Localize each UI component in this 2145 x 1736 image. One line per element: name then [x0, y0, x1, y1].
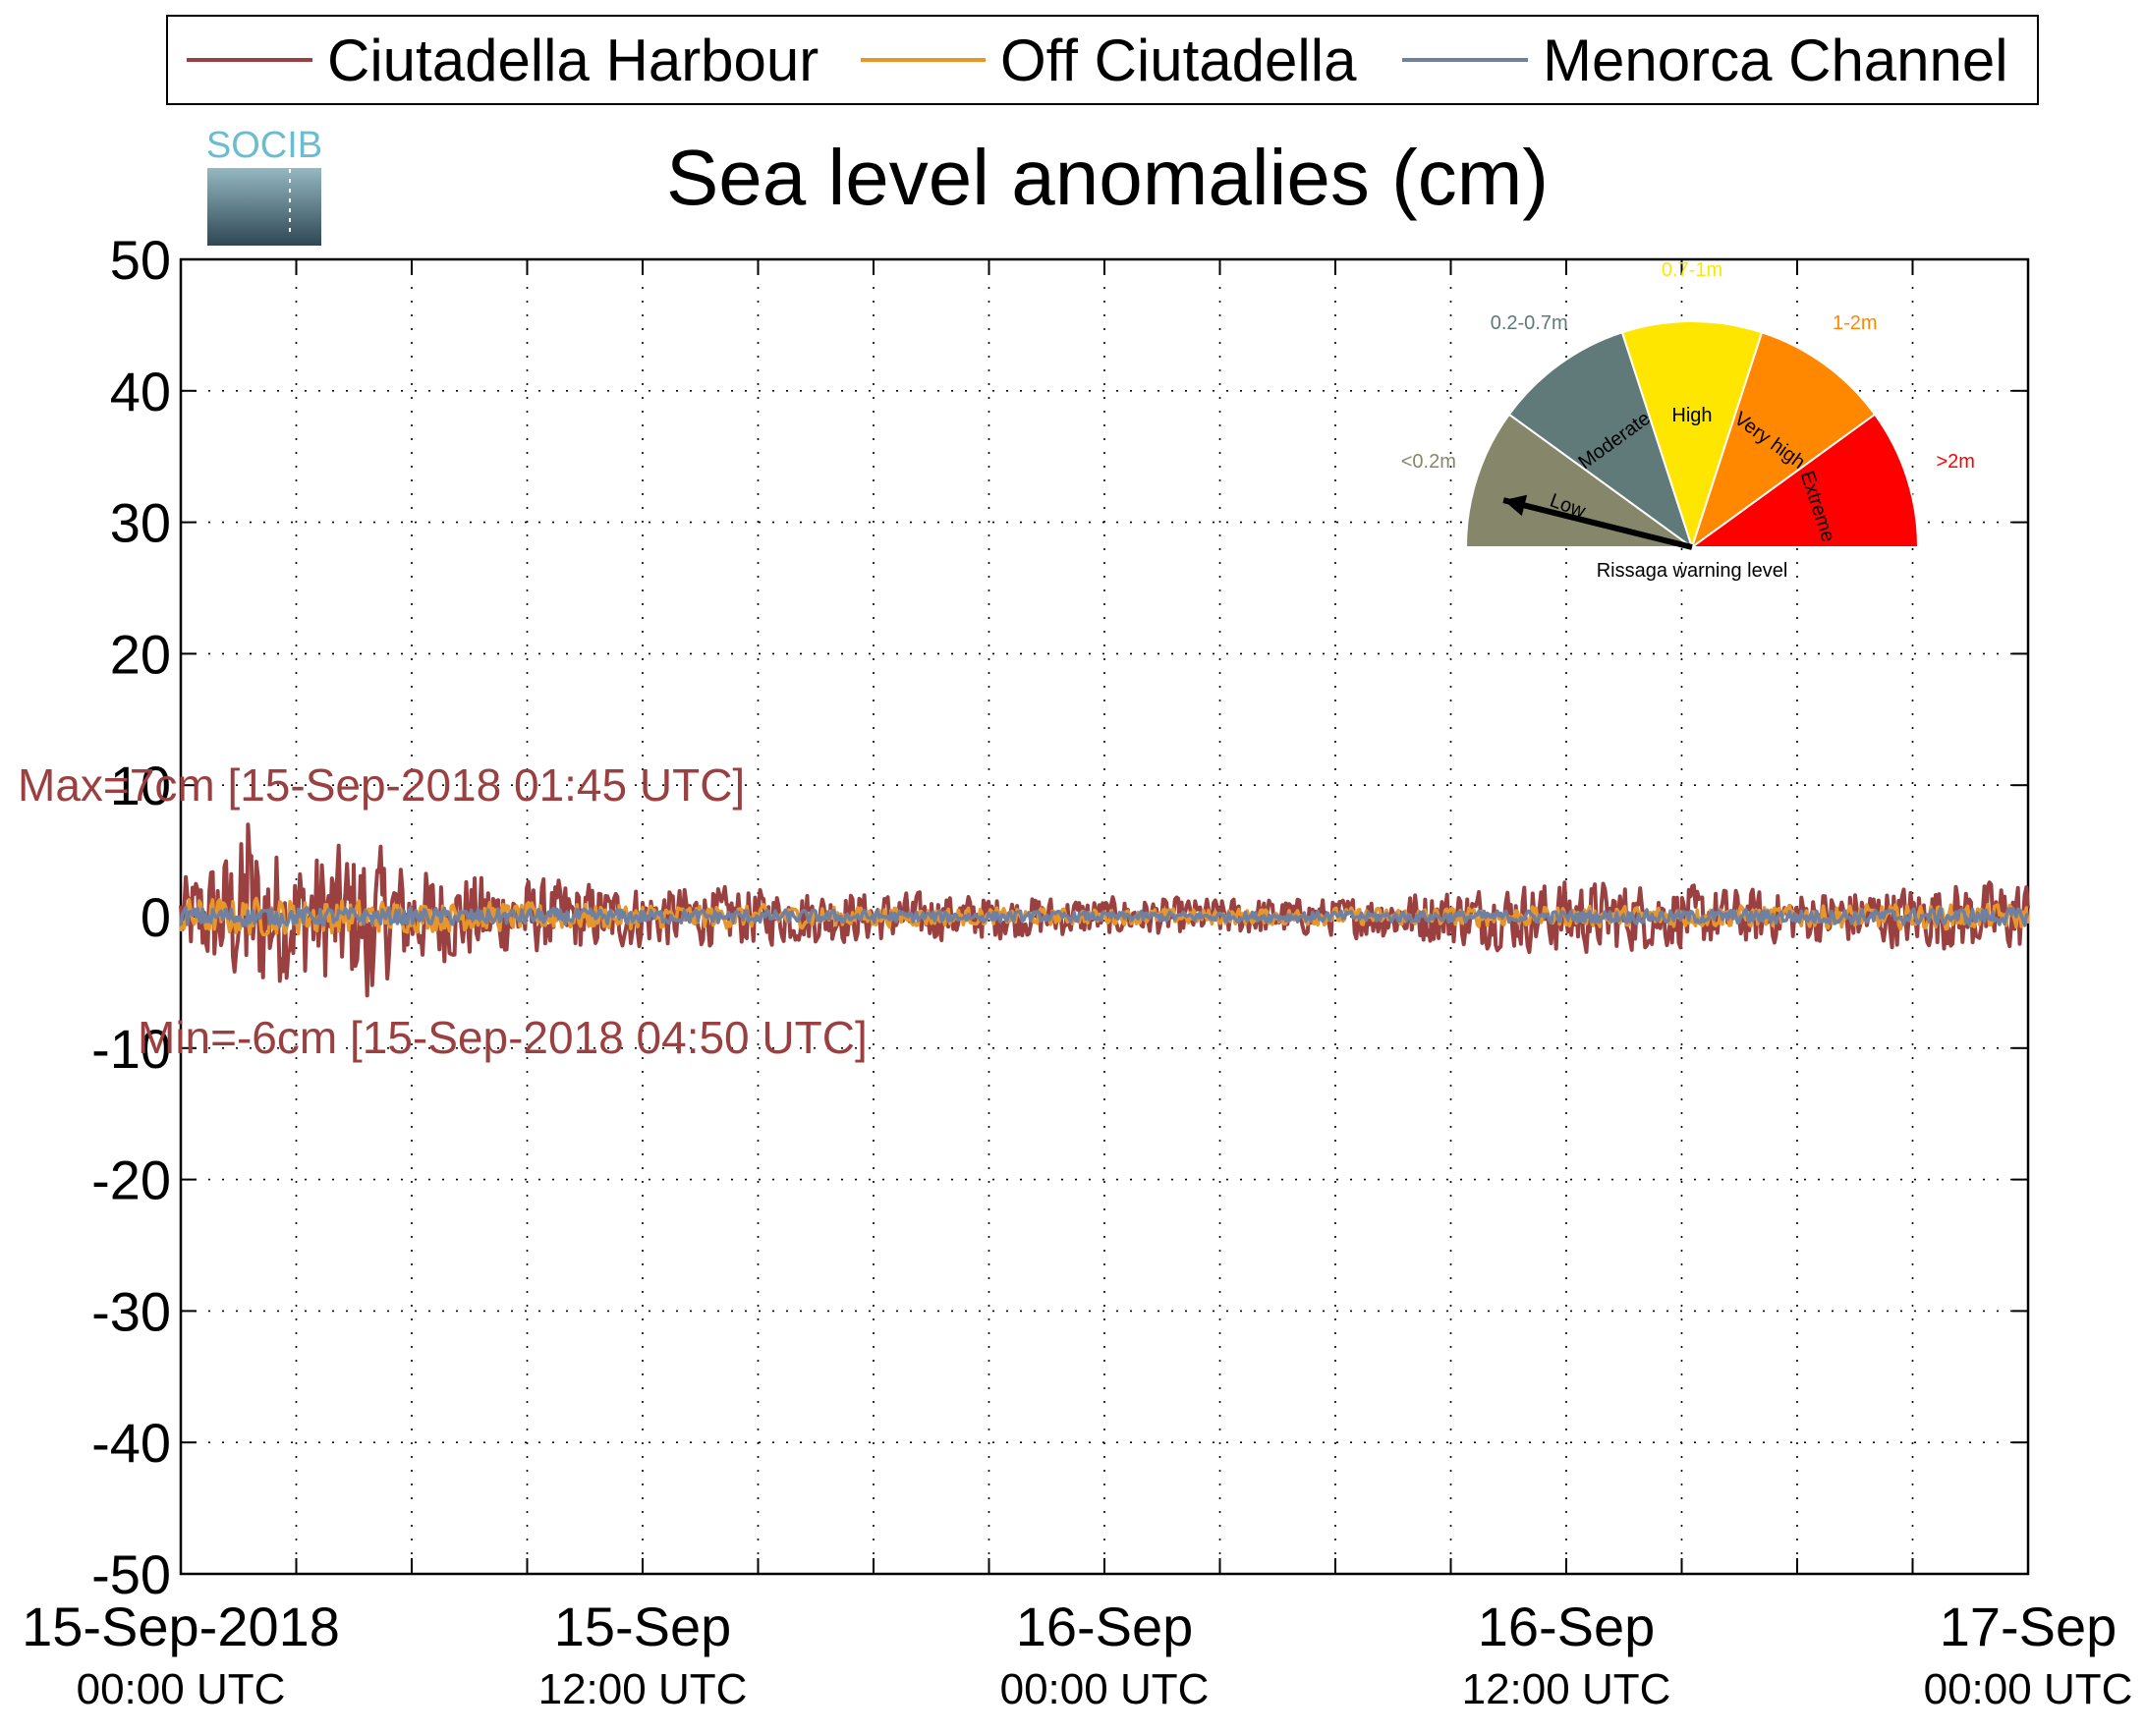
- gauge-sector-moderate: [1507, 331, 1694, 550]
- x-tick-label-time: 12:00 UTC: [1462, 1665, 1671, 1713]
- gauge-range-label: 0.7-1m: [1662, 259, 1722, 281]
- legend-label-menorca-channel: Menorca Channel: [1543, 28, 2008, 93]
- y-tick-label: 50: [110, 229, 171, 291]
- series-lines: [179, 822, 2030, 998]
- gauge-range-label: <0.2m: [1401, 451, 1456, 473]
- y-axis-tick-labels: -50 -40 -30 -20 -10 0 10 20 30 40 50: [91, 229, 171, 1605]
- y-tick-label: 40: [110, 361, 171, 422]
- gauge-range-label: 0.2-0.7m: [1491, 312, 1568, 334]
- x-tick-label-time: 00:00 UTC: [77, 1665, 286, 1713]
- gauge-pointer: [1502, 497, 1693, 550]
- x-tick-label-date: 16-Sep: [1016, 1596, 1194, 1657]
- gauge-sector-extreme: [1688, 413, 1920, 548]
- x-axis-tick-labels: 15-Sep-2018 00:00 UTC 15-Sep 12:00 UTC 16-Se…: [22, 1596, 2132, 1713]
- gauge-range-label: 1-2m: [1833, 312, 1878, 334]
- legend-label-ciutadella-harbour: Ciutadella Harbour: [327, 28, 818, 93]
- gauge-sector-high: [1620, 320, 1764, 551]
- y-tick-label: -50: [91, 1543, 171, 1605]
- socib-logo-text: SOCIB: [206, 125, 322, 166]
- legend-box: [166, 15, 2039, 105]
- x-tick-label-date: 15-Sep-2018: [22, 1596, 340, 1657]
- y-tick-label: -40: [91, 1412, 171, 1474]
- x-tick-label-date: 16-Sep: [1478, 1596, 1656, 1657]
- gauge-caption: Rissaga warning level: [1597, 560, 1788, 582]
- y-tick-label: -10: [91, 1018, 171, 1080]
- y-tick-label: 20: [110, 623, 171, 685]
- gauge-level-label: High: [1671, 405, 1712, 426]
- legend: Ciutadella Harbour Off Ciutadella Menorc…: [166, 15, 2039, 105]
- x-tick-label-time: 00:00 UTC: [1000, 1665, 1210, 1713]
- x-tick-label-time: 00:00 UTC: [1924, 1665, 2133, 1713]
- gauge-sector-very-high: [1690, 331, 1877, 550]
- x-tick-label-date: 17-Sep: [1940, 1596, 2117, 1657]
- y-tick-label: 30: [110, 492, 171, 554]
- min-annotation: Min=-6cm [15-Sep-2018 04:50 UTC]: [138, 1012, 868, 1063]
- y-tick-label: 10: [110, 755, 171, 816]
- max-annotation: Max=7cm [15-Sep-2018 01:45 UTC]: [18, 759, 745, 811]
- gauge-pointer-head: [1503, 494, 1528, 517]
- x-tick-label-time: 12:00 UTC: [538, 1665, 748, 1713]
- series-line-menorca-channel: [179, 905, 2030, 928]
- legend-label-off-ciutadella: Off Ciutadella: [1000, 28, 1357, 93]
- y-tick-label: -30: [91, 1280, 171, 1342]
- gauge-sector-low: [1464, 413, 1696, 548]
- gauge-range-label: >2m: [1936, 451, 1974, 473]
- axis-ticks: [181, 259, 2028, 1574]
- x-tick-label-date: 15-Sep: [554, 1596, 732, 1657]
- y-tick-label: -20: [91, 1149, 171, 1211]
- chart-title: Sea level anomalies (cm): [666, 134, 1549, 221]
- socib-logo: SOCIB: [206, 125, 322, 246]
- y-tick-label: 0: [141, 886, 171, 948]
